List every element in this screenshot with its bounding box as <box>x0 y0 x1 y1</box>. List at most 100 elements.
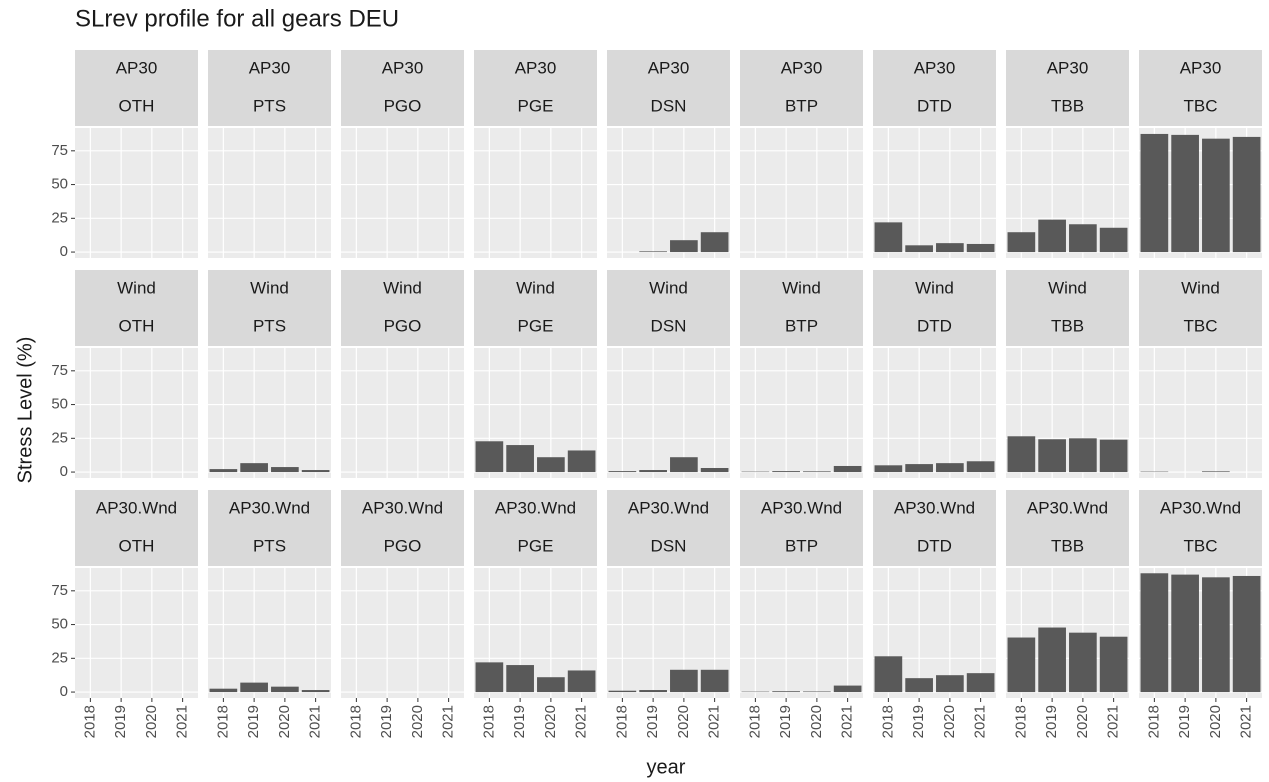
bar <box>1069 438 1097 473</box>
strip-label: Wind <box>383 278 422 297</box>
x-tick-label: 2018 <box>879 705 896 738</box>
bar <box>1202 138 1230 253</box>
bar <box>301 470 330 473</box>
strip-label: AP30.Wnd <box>96 498 177 517</box>
x-tick-label: 2018 <box>347 705 364 738</box>
strip-label: TBB <box>1051 536 1084 555</box>
x-tick-label: 2021 <box>307 705 324 738</box>
bar <box>833 685 862 693</box>
bar <box>1007 637 1036 693</box>
bar <box>936 243 964 253</box>
x-tick-label: 2020 <box>143 705 160 738</box>
x-tick-label: 2020 <box>1074 705 1091 738</box>
x-tick-label: 2020 <box>941 705 958 738</box>
x-tick-label: 2018 <box>214 705 231 738</box>
x-tick-label: 2021 <box>839 705 856 738</box>
y-tick-label: 50 <box>51 616 68 633</box>
bar <box>1232 136 1261 253</box>
strip-label: PGO <box>384 316 422 335</box>
panel-background <box>208 568 331 698</box>
bar <box>1069 632 1097 693</box>
panel-background <box>75 568 198 698</box>
bar <box>209 688 238 693</box>
strip-label: AP30 <box>648 58 690 77</box>
bar <box>1099 636 1128 693</box>
bar <box>537 457 565 473</box>
y-tick-label: 25 <box>51 429 68 446</box>
strip-label: Wind <box>915 278 954 297</box>
strip-label: AP30 <box>515 58 557 77</box>
strip-label: BTP <box>785 96 818 115</box>
bar <box>639 690 667 693</box>
strip-label: Wind <box>516 278 555 297</box>
strip-label: AP30 <box>914 58 956 77</box>
bar <box>1202 577 1230 693</box>
bar <box>803 691 831 693</box>
x-tick-label: 2021 <box>706 705 723 738</box>
strip-label: AP30.Wnd <box>1027 498 1108 517</box>
panel-background <box>341 128 464 258</box>
x-tick-label: 2021 <box>1105 705 1122 738</box>
bar <box>1038 439 1066 473</box>
x-axis-label: year <box>647 756 686 778</box>
bar <box>240 682 268 693</box>
x-tick-label: 2018 <box>613 705 630 738</box>
strip-label: Wind <box>782 278 821 297</box>
strip-background <box>873 490 996 566</box>
panel-background <box>740 568 863 698</box>
strip-background <box>341 270 464 346</box>
bar <box>905 678 933 693</box>
strip-background <box>208 50 331 126</box>
bar <box>936 463 964 473</box>
strip-background <box>341 50 464 126</box>
x-tick-label: 2021 <box>573 705 590 738</box>
bar <box>567 450 596 473</box>
strip-label: PGE <box>518 316 554 335</box>
bar <box>1171 574 1199 693</box>
strip-label: OTH <box>119 536 155 555</box>
bar <box>1232 575 1261 693</box>
bar <box>670 669 698 693</box>
y-tick-label: 0 <box>60 243 68 260</box>
x-tick-label: 2021 <box>174 705 191 738</box>
strip-label: BTP <box>785 536 818 555</box>
strip-background <box>607 270 730 346</box>
bar <box>772 691 800 693</box>
panel-background <box>740 128 863 258</box>
strip-label: Wind <box>649 278 688 297</box>
x-tick-label: 2018 <box>746 705 763 738</box>
y-tick-label: 0 <box>60 683 68 700</box>
bar <box>1140 573 1169 693</box>
strip-label: AP30.Wnd <box>628 498 709 517</box>
strip-background <box>873 50 996 126</box>
bar <box>1099 439 1128 473</box>
strip-label: AP30.Wnd <box>495 498 576 517</box>
y-tick-label: 50 <box>51 176 68 193</box>
bar <box>1038 627 1066 693</box>
strip-label: TBB <box>1051 96 1084 115</box>
panel-background <box>208 128 331 258</box>
x-tick-label: 2020 <box>542 705 559 738</box>
strip-background <box>1139 490 1262 566</box>
panel-background <box>474 128 597 258</box>
bar <box>506 445 534 473</box>
strip-label: AP30.Wnd <box>1160 498 1241 517</box>
x-tick-label: 2020 <box>276 705 293 738</box>
panel-background <box>75 128 198 258</box>
strip-background <box>474 270 597 346</box>
x-tick-label: 2019 <box>112 705 129 738</box>
y-axis-label: Stress Level (%) <box>14 337 36 484</box>
x-tick-label: 2018 <box>81 705 98 738</box>
x-tick-label: 2021 <box>972 705 989 738</box>
strip-background <box>607 50 730 126</box>
strip-background <box>740 270 863 346</box>
strip-label: PGO <box>384 96 422 115</box>
strip-label: DSN <box>651 536 687 555</box>
x-tick-label: 2019 <box>777 705 794 738</box>
bar <box>1140 133 1169 253</box>
chart-title: SLrev profile for all gears DEU <box>75 5 399 32</box>
x-tick-label: 2021 <box>1238 705 1255 738</box>
strip-background <box>75 50 198 126</box>
bar <box>670 457 698 473</box>
bar <box>209 469 238 473</box>
